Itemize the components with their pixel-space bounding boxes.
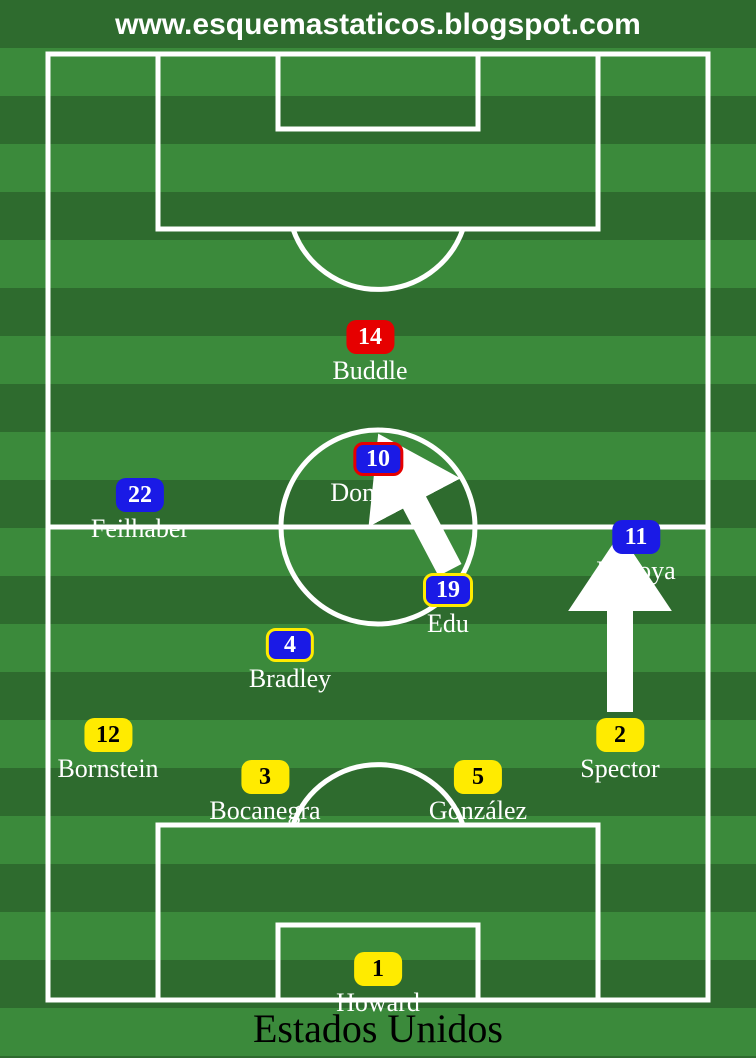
header-url: www.esquemastaticos.blogspot.com: [0, 8, 756, 42]
player-number-badge: 14: [346, 320, 394, 354]
player-number-badge: 11: [612, 520, 660, 554]
player-number-badge: 5: [454, 760, 502, 794]
player-number-badge: 2: [596, 718, 644, 752]
player-feilhaber: 22Feilhaber: [91, 478, 189, 544]
player-name-label: Donovan: [330, 478, 425, 508]
team-name-label: Estados Unidos: [0, 1005, 756, 1052]
player-name-label: Bornstein: [57, 754, 158, 784]
player-name-label: Bradley: [249, 664, 331, 694]
player-number-badge: 3: [241, 760, 289, 794]
player-bocanegra: 3Bocanegra: [209, 760, 320, 826]
player-name-label: Bocanegra: [209, 796, 320, 826]
player-number-badge: 19: [423, 573, 473, 607]
player-number-badge: 1: [354, 952, 402, 986]
player-name-label: Spector: [580, 754, 659, 784]
player-name-label: González: [429, 796, 527, 826]
player-gonzález: 5González: [429, 760, 527, 826]
player-spector: 2Spector: [580, 718, 659, 784]
player-number-badge: 10: [353, 442, 403, 476]
player-bradley: 4Bradley: [249, 628, 331, 694]
player-edu: 19Edu: [423, 573, 473, 639]
player-number-badge: 22: [116, 478, 164, 512]
player-bedoya: 11Bedoya: [596, 520, 675, 586]
player-name-label: Feilhaber: [91, 514, 189, 544]
player-buddle: 14Buddle: [332, 320, 407, 386]
player-name-label: Edu: [427, 609, 469, 639]
player-number-badge: 12: [84, 718, 132, 752]
player-number-badge: 4: [266, 628, 314, 662]
player-bornstein: 12Bornstein: [57, 718, 158, 784]
player-donovan: 10Donovan: [330, 442, 425, 508]
player-name-label: Bedoya: [596, 556, 675, 586]
player-name-label: Buddle: [332, 356, 407, 386]
